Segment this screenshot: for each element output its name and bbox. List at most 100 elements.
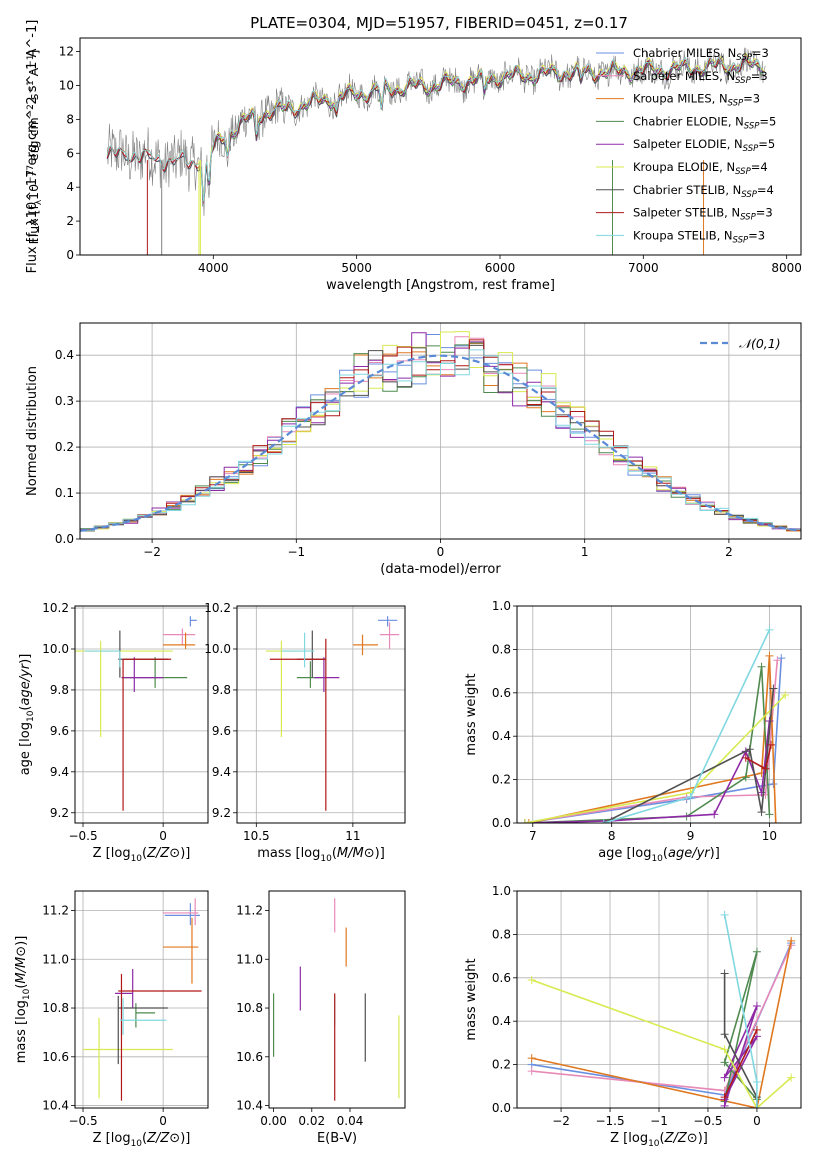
x-axis-label: Z [log10(Z/Z⊙)] <box>93 1131 191 1149</box>
y-tick-label: 0.4 <box>492 729 511 743</box>
x-tick-label: −0.5 <box>68 1114 97 1128</box>
y-tick-label: 10.2 <box>204 601 231 615</box>
x-tick-label: 0.04 <box>337 1114 364 1128</box>
label-paren-close: )] <box>18 654 33 664</box>
y-tick-label: 9.4 <box>212 765 231 779</box>
x-tick-label: −0.5 <box>693 1114 722 1128</box>
series-line-salpeter_elodie <box>524 720 771 823</box>
series-line-chabrier_miles <box>524 658 783 823</box>
series-marker <box>720 910 729 919</box>
y-tick-label: 9.2 <box>50 806 69 820</box>
series-marker <box>781 690 790 699</box>
series-marker <box>520 819 529 823</box>
legend-sub: SSP <box>733 235 749 245</box>
x-tick-label: −1 <box>650 1114 668 1128</box>
y-tick-label: 10.8 <box>236 1001 263 1015</box>
legend-sub: SSP <box>735 76 751 86</box>
errorbar-chabrier_miles <box>377 616 398 627</box>
label-prefix: Z [log <box>93 846 131 861</box>
legend-label-salpeter_elodie: Salpeter ELODIE, NSSP=5 <box>633 137 775 154</box>
legend-suffix: =3 <box>748 228 765 242</box>
x-axis-label: age [log10(age/yr)] <box>598 846 720 864</box>
errorbar-salpeter_elodie <box>121 657 164 692</box>
y-label-part: ] <box>26 50 41 55</box>
x-tick-label: 0.02 <box>298 1114 325 1128</box>
x-tick-label: 0 <box>753 1114 761 1128</box>
axes: −2 −1 0 1 2 0.0 0.1 0.2 0.3 0.4 (data-model)/error… <box>25 322 802 577</box>
x-tick-label: 11 <box>345 829 360 843</box>
mass-vs-metallicity-panel: −0.5 010.410.610.811.011.2Z [log10(Z/Z⊙)]… <box>14 890 209 1149</box>
label-prefix: age [log <box>598 846 651 861</box>
y-tick-label: 10.0 <box>42 642 69 656</box>
label-subscript: 10 <box>648 1139 660 1149</box>
errorbar-salpeter_miles <box>163 898 199 926</box>
x-tick-label: −1.5 <box>595 1114 624 1128</box>
series-marker <box>741 773 750 782</box>
series-marker <box>752 1002 761 1011</box>
errorbar-chabrier_stelib <box>117 995 168 1065</box>
y-tick-label: 9.2 <box>212 806 231 820</box>
axes-frame <box>74 890 209 1109</box>
legend-label-kroupa_stelib: Kroupa STELIB, NSSP=3 <box>633 228 765 245</box>
series-line-kroupa_elodie <box>531 979 792 1108</box>
y-tick-label: 9.6 <box>212 724 231 738</box>
label-paren-close: )] <box>180 846 190 861</box>
series-marker <box>720 1030 729 1039</box>
y-axis-label: Normed distribution <box>25 366 40 496</box>
legend-text: Salpeter MILES, N <box>633 69 735 83</box>
spectrum-panel: 4000 5000 6000 7000 8000 0 2 4 6 8 10 12 wavelength … <box>25 20 802 293</box>
x-axis-label: Z [log10(Z/Z⊙)] <box>93 846 191 864</box>
legend-suffix: =4 <box>757 183 774 197</box>
errorbar-salpeter_stelib <box>118 973 202 1101</box>
y-tick-label: 0.1 <box>55 486 74 500</box>
y-axis-label: Flux [f_λ10^-17 erg cm^-2 s^-1 A^-1] <box>25 20 40 274</box>
y-tick-label: 0.2 <box>492 773 511 787</box>
series-line-chabrier_stelib <box>603 688 775 823</box>
legend-label-chabrier_stelib: Chabrier STELIB, NSSP=4 <box>633 183 774 200</box>
errorbar-salpeter_miles <box>163 628 196 645</box>
series-marker <box>767 740 776 749</box>
x-tick-label: 10.5 <box>243 829 270 843</box>
errorbar-kroupa_stelib <box>84 650 121 668</box>
x-tick-label: 0 <box>437 545 445 559</box>
legend-text: Salpeter ELODIE, N <box>633 137 743 151</box>
x-axis-label: Z [log10(Z/Z⊙)] <box>610 1131 708 1149</box>
errorbar-chabrier_elodie <box>135 1003 156 1028</box>
y-tick-label: 0.4 <box>492 1014 511 1028</box>
errorbar-kroupa_elodie <box>83 1017 173 1099</box>
legend-sub: SSP <box>740 213 756 223</box>
label-inner: M/M⊙ <box>337 846 375 861</box>
mass-weight-vs-metallicity-panel: −2 −1.5 −1 −0.5 0 0.0 0.2 0.4 0.6 0.8 1.0 Z [log10(… <box>464 884 802 1149</box>
legend-text: Chabrier ELODIE, N <box>633 114 744 128</box>
legend-suffix: =3 <box>752 46 769 60</box>
series-marker <box>720 1073 729 1082</box>
series-line-kroupa_miles <box>531 940 792 1108</box>
legend-suffix: =5 <box>758 137 775 151</box>
legend-suffix: =3 <box>751 69 768 83</box>
label-inner: M/M⊙ <box>14 946 29 984</box>
label-paren-open: ( <box>142 1131 147 1146</box>
series-marker <box>720 1045 729 1054</box>
label-inner: age/yr <box>668 846 711 861</box>
y-tick-label: 10.4 <box>42 1099 69 1113</box>
series-marker <box>752 1077 761 1086</box>
y-label-part: erg cm <box>26 117 41 165</box>
y-tick-label: 9.8 <box>50 683 69 697</box>
x-tick-label: 2 <box>725 545 733 559</box>
legend-text: Kroupa ELODIE, N <box>633 160 735 174</box>
normal-curve <box>80 354 801 532</box>
axes-frame <box>79 37 802 256</box>
x-tick-label: 10 <box>762 829 777 843</box>
series-marker <box>752 1025 761 1034</box>
series-marker <box>720 969 729 978</box>
x-tick-label: 1 <box>581 545 589 559</box>
label-prefix: age [log <box>18 722 33 775</box>
plot-area <box>75 616 197 811</box>
series-marker <box>720 1058 729 1067</box>
y-label-part: Flux [f <box>26 205 41 245</box>
y-tick-label: 9.8 <box>212 683 231 697</box>
x-tick-label: 6000 <box>485 261 516 275</box>
x-tick-label: 8000 <box>771 261 802 275</box>
label-paren-close: )] <box>180 1131 190 1146</box>
